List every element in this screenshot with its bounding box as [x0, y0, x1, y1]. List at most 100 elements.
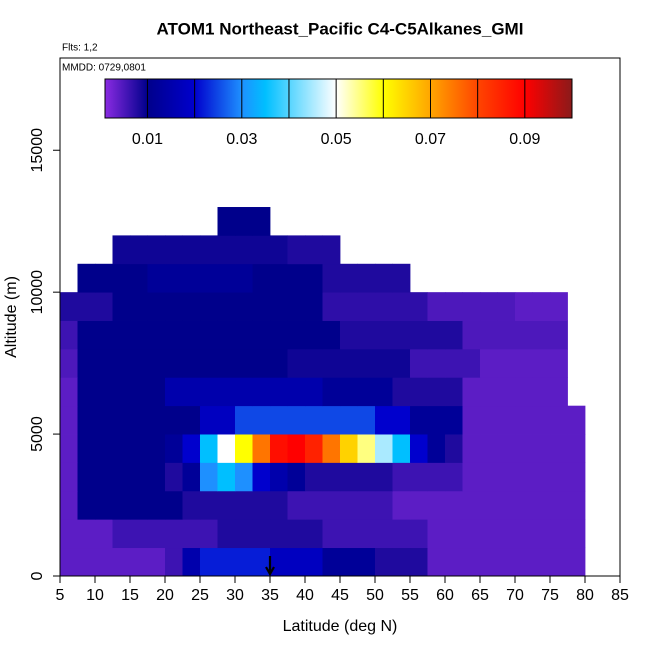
- x-tick-label: 50: [366, 587, 384, 604]
- x-tick-label: 75: [541, 587, 559, 604]
- heatmap-cell: [182, 348, 201, 378]
- heatmap-cell: [427, 377, 446, 407]
- heatmap-cell: [182, 263, 201, 293]
- heatmap-cell: [445, 405, 463, 435]
- heatmap-cell: [95, 405, 113, 435]
- heatmap-cell: [375, 405, 393, 435]
- heatmap-cell: [392, 320, 411, 350]
- heatmap-cell: [270, 235, 288, 265]
- heatmap-cell: [515, 405, 533, 435]
- heatmap-cell: [322, 235, 341, 265]
- heatmap-cell: [217, 547, 236, 577]
- heatmap-cell: [427, 547, 446, 577]
- heatmap-cell: [515, 547, 533, 577]
- x-axis-label: Latitude (deg N): [283, 618, 398, 635]
- heatmap-cell: [60, 377, 78, 407]
- heatmap-cell: [60, 462, 78, 492]
- heatmap-cell: [392, 462, 411, 492]
- heatmap-cell: [200, 348, 218, 378]
- heatmap-cell: [550, 519, 568, 549]
- heatmap-cell: [480, 434, 498, 463]
- heatmap-cell: [410, 490, 428, 520]
- heatmap-cell: [392, 434, 411, 463]
- heatmap-cell: [235, 462, 253, 492]
- heatmap-cell: [147, 405, 166, 435]
- heatmap-cell: [147, 462, 166, 492]
- heatmap-cell: [322, 377, 341, 407]
- heatmap-cell: [200, 519, 218, 549]
- heatmap-cell: [217, 490, 236, 520]
- heatmap-cell: [567, 490, 586, 520]
- heatmap-cell: [357, 405, 376, 435]
- heatmap-cell: [60, 348, 78, 378]
- heatmap-cell: [270, 292, 288, 321]
- heatmap-cell: [60, 434, 78, 463]
- heatmap-cell: [77, 320, 96, 350]
- heatmap-cell: [270, 405, 288, 435]
- heatmap-cell: [462, 490, 481, 520]
- heatmap-cell: [567, 547, 586, 577]
- heatmap-cell: [515, 519, 533, 549]
- heatmap-cell: [235, 207, 253, 236]
- heatmap-cell: [410, 547, 428, 577]
- heatmap-cell: [480, 490, 498, 520]
- heatmap-cell: [200, 434, 218, 463]
- heatmap-cell: [217, 377, 236, 407]
- heatmap-cell: [252, 405, 271, 435]
- heatmap-cell: [200, 235, 218, 265]
- heatmap-cell: [445, 377, 463, 407]
- heatmap-cell: [392, 547, 411, 577]
- heatmap-cell: [550, 377, 568, 407]
- heatmap-cell: [375, 292, 393, 321]
- heatmap-cell: [480, 519, 498, 549]
- heatmap-cell: [252, 320, 271, 350]
- colorbar-tick-label: 0.07: [415, 131, 446, 148]
- heatmap-cell: [532, 320, 551, 350]
- heatmap-cell: [515, 377, 533, 407]
- heatmap-cell: [515, 348, 533, 378]
- heatmap-cell: [77, 405, 96, 435]
- heatmap-cell: [340, 292, 358, 321]
- heatmap-cell: [130, 547, 148, 577]
- heatmap-cell: [200, 547, 218, 577]
- heatmap-cell: [77, 519, 96, 549]
- subtitle: Flts: 1,2: [62, 43, 98, 54]
- heatmap-cell: [217, 434, 236, 463]
- heatmap-cell: [480, 377, 498, 407]
- heatmap-cell: [252, 292, 271, 321]
- heatmap-cell: [217, 320, 236, 350]
- heatmap-cell: [217, 207, 236, 236]
- heatmap-cell: [305, 292, 323, 321]
- heatmap-cell: [112, 235, 131, 265]
- heatmap-cell: [497, 519, 516, 549]
- heatmap-cell: [287, 320, 306, 350]
- heatmap-cell: [112, 519, 131, 549]
- heatmap-cell: [130, 519, 148, 549]
- heatmap-cell: [410, 348, 428, 378]
- colorbar-tick-label: 0.01: [132, 131, 163, 148]
- heatmap-cell: [410, 405, 428, 435]
- x-tick-label: 40: [296, 587, 314, 604]
- heatmap-cell: [392, 519, 411, 549]
- heatmap-cell: [235, 235, 253, 265]
- heatmap-cell: [165, 490, 183, 520]
- heatmap-cell: [252, 377, 271, 407]
- heatmap-cell: [305, 377, 323, 407]
- heatmap-cell: [357, 462, 376, 492]
- heatmap-cell: [200, 292, 218, 321]
- heatmap-cell: [532, 519, 551, 549]
- arrow: [265, 556, 275, 577]
- x-tick-label: 60: [436, 587, 454, 604]
- heatmap-cell: [95, 547, 113, 577]
- heatmap-cell: [60, 320, 78, 350]
- heatmap-cell: [427, 348, 446, 378]
- heatmap-cell: [550, 292, 568, 321]
- heatmap-cell: [567, 405, 586, 435]
- heatmap-cell: [270, 547, 288, 577]
- heatmap-cell: [182, 292, 201, 321]
- heatmap-cell: [147, 320, 166, 350]
- heatmap-cell: [375, 490, 393, 520]
- x-tick-label: 5: [56, 587, 65, 604]
- heatmap-cell: [95, 320, 113, 350]
- heatmap-cell: [550, 434, 568, 463]
